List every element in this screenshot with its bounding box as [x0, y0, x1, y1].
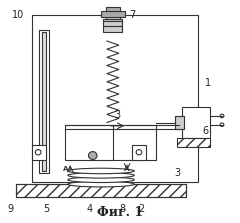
Text: 5: 5 [43, 204, 50, 215]
Text: 3: 3 [114, 110, 121, 120]
Bar [16, 184, 186, 197]
Ellipse shape [68, 168, 134, 174]
Circle shape [89, 152, 97, 159]
Bar [101, 11, 125, 17]
Bar [66, 125, 156, 160]
Bar [42, 32, 47, 171]
Text: 3: 3 [174, 168, 180, 178]
Bar [39, 30, 49, 173]
Bar [106, 12, 120, 19]
Text: A: A [63, 166, 68, 172]
Bar [182, 107, 210, 138]
Text: 4: 4 [86, 204, 92, 215]
Text: 10: 10 [12, 10, 24, 20]
Bar [177, 138, 210, 147]
Bar [16, 184, 186, 197]
Bar [106, 7, 120, 11]
Bar [103, 19, 122, 32]
Ellipse shape [68, 173, 134, 178]
Bar [132, 145, 146, 160]
Ellipse shape [68, 182, 134, 187]
Bar [174, 116, 184, 129]
Bar [32, 14, 198, 182]
Ellipse shape [68, 177, 134, 182]
Text: A: A [124, 166, 130, 172]
Text: 6: 6 [202, 126, 209, 136]
Text: 9: 9 [8, 204, 14, 215]
Bar [32, 145, 47, 160]
Text: Фиг. 1: Фиг. 1 [97, 206, 143, 219]
Text: 1: 1 [205, 78, 211, 88]
Text: 7: 7 [129, 10, 135, 20]
Text: 8: 8 [119, 204, 126, 215]
Text: 2: 2 [138, 204, 144, 215]
